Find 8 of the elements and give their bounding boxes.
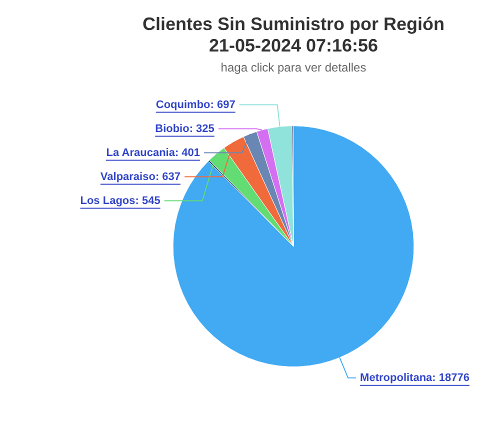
slice-label: Biobio: 325 bbox=[155, 122, 214, 135]
slice-label: Los Lagos: 545 bbox=[80, 194, 160, 207]
chart-subtitle: haga click para ver detalles bbox=[220, 60, 366, 75]
slice-label: La Araucania: 401 bbox=[106, 146, 200, 159]
slice-label: Coquimbo: 697 bbox=[156, 98, 236, 111]
slice-label: Metropolitana: 18776 bbox=[360, 372, 470, 384]
chart-title: Clientes Sin Suministro por Región 21-05-2024 07:16:56 bbox=[142, 14, 445, 56]
slice-label: Valparaiso: 637 bbox=[100, 170, 181, 183]
